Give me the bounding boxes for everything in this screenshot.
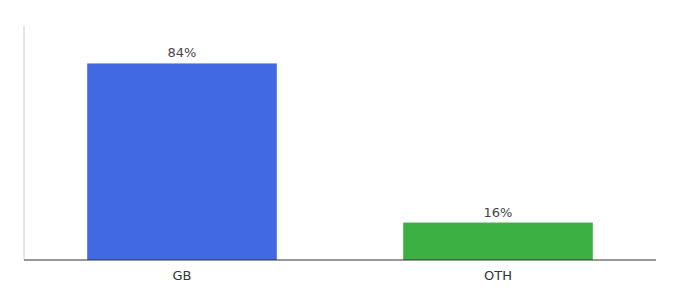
x-tick-label: GB [173, 268, 192, 283]
x-tick-label: OTH [484, 268, 512, 283]
data-label: 84% [168, 45, 197, 60]
data-label: 16% [484, 205, 513, 220]
x-axis-line [24, 260, 656, 261]
chart: 84% 16% GB OTH [0, 0, 680, 300]
y-axis-line [24, 26, 25, 260]
bar [403, 223, 593, 260]
bar [87, 63, 277, 260]
bars [87, 63, 593, 260]
